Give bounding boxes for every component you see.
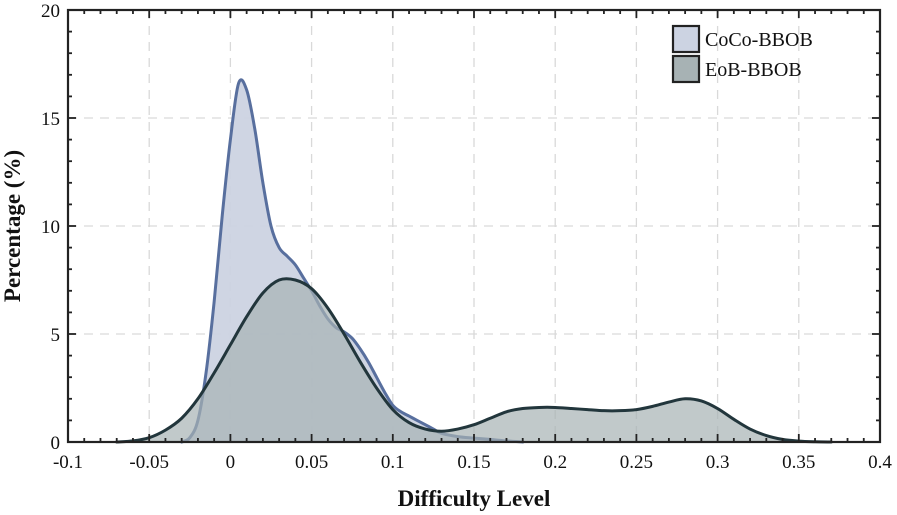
legend-label: EoB-BBOB — [705, 59, 802, 81]
x-tick-label: 0.35 — [782, 452, 815, 473]
series-line-eob-bbob — [115, 277, 833, 444]
x-tick-label: 0.05 — [295, 452, 328, 473]
y-tick-label: 0 — [51, 433, 61, 454]
axis-ticks — [67, 9, 881, 443]
legend-swatch-coco-bbob — [671, 24, 701, 54]
y-tick-label: 10 — [41, 217, 60, 238]
legend-label: CoCo-BBOB — [705, 29, 813, 51]
y-tick-label: 20 — [41, 1, 60, 22]
x-tick-label: 0.25 — [620, 452, 653, 473]
x-tick-label: 0.4 — [868, 452, 892, 473]
x-tick-labels: -0.1 -0.05 0 0.05 0.1 0.15 0.2 0.25 0.3 0.35 0.4 — [53, 452, 892, 473]
legend: CoCo-BBOB EoB-BBOB — [671, 24, 813, 84]
y-tick-label: 5 — [51, 325, 61, 346]
x-tick-label: 0.2 — [543, 452, 567, 473]
legend-swatch-eob-bbob — [671, 54, 701, 84]
series-areas — [115, 78, 833, 444]
y-axis-title: Percentage (%) — [0, 150, 25, 302]
series-area-eob-bbob — [116, 278, 832, 442]
x-axis-title: Difficulty Level — [398, 486, 551, 511]
x-tick-label: 0.15 — [457, 452, 490, 473]
y-tick-labels: 0 5 10 15 20 — [41, 1, 60, 454]
x-tick-label: -0.1 — [53, 452, 83, 473]
x-tick-label: 0 — [226, 452, 236, 473]
y-tick-label: 15 — [41, 109, 60, 130]
x-tick-label: 0.1 — [381, 452, 405, 473]
x-tick-label: 0.3 — [706, 452, 730, 473]
grid-lines — [68, 10, 880, 442]
x-tick-label: -0.05 — [129, 452, 169, 473]
